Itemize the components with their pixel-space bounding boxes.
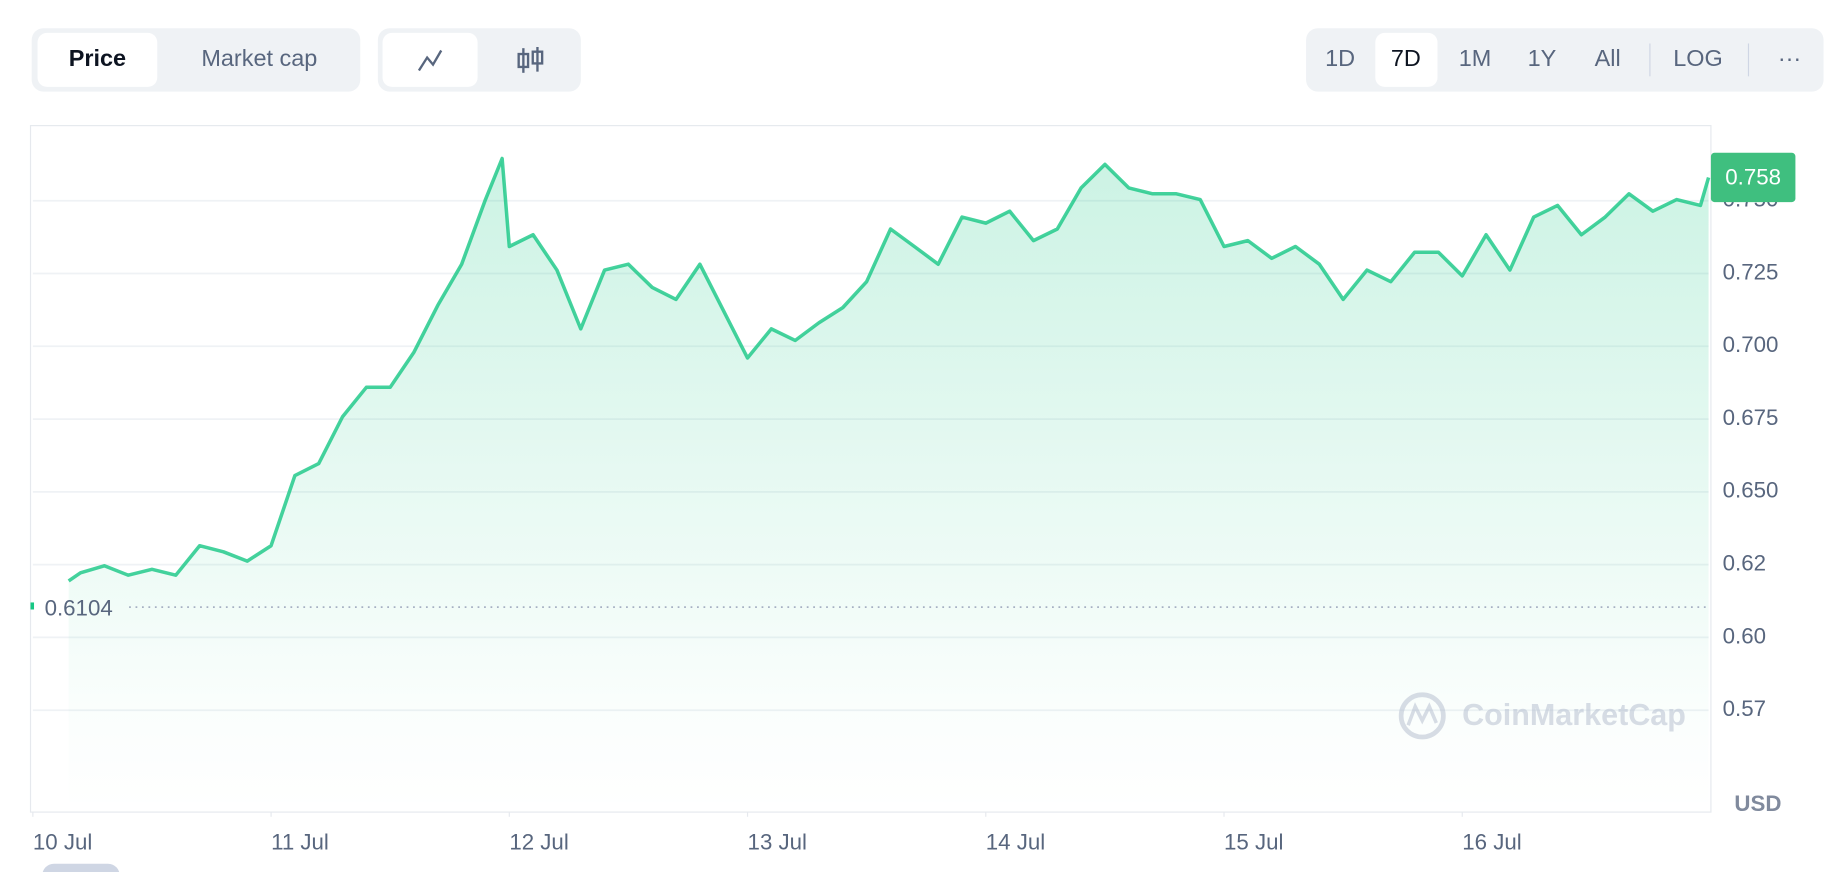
- last-price-label: 0.758: [1725, 165, 1781, 190]
- tab-price[interactable]: Price: [69, 45, 126, 71]
- x-tick-label: 13 Jul: [748, 830, 807, 855]
- start-marker: [30, 602, 35, 610]
- range-button[interactable]: All: [1595, 45, 1621, 71]
- x-tick-label: 10 Jul: [33, 830, 92, 855]
- y-tick-label: 0.725: [1723, 259, 1779, 284]
- start-price-label: 0.6104: [45, 595, 113, 620]
- x-tick-label: 14 Jul: [986, 830, 1045, 855]
- x-tick-label: 15 Jul: [1224, 830, 1283, 855]
- range-button[interactable]: 7D: [1391, 45, 1421, 71]
- range-button[interactable]: 1Y: [1528, 45, 1557, 71]
- price-line: [67, 156, 1711, 583]
- more-button[interactable]: ···: [1778, 45, 1801, 71]
- range-active[interactable]: [1375, 32, 1438, 87]
- y-tick-label: 0.62: [1723, 551, 1766, 576]
- watermark: CoinMarketCap: [1398, 692, 1686, 740]
- tab-market-cap[interactable]: Market cap: [201, 45, 317, 71]
- y-tick-label: 0.675: [1723, 405, 1779, 430]
- x-tick-label: 16 Jul: [1462, 830, 1521, 855]
- price-area: [68, 158, 1709, 813]
- y-tick-label: 0.60: [1723, 623, 1766, 648]
- last-price-badge: [1710, 152, 1796, 203]
- candle-icon[interactable]: [517, 46, 544, 73]
- range-button[interactable]: 1M: [1459, 45, 1492, 71]
- currency-label: USD: [1734, 791, 1781, 816]
- x-tick-label: 11 Jul: [271, 830, 329, 855]
- y-tick-label: 0.650: [1723, 478, 1779, 503]
- line-icon: [417, 49, 443, 72]
- log-button[interactable]: LOG: [1673, 45, 1723, 71]
- x-tick-label: 12 Jul: [509, 830, 568, 855]
- plot: 0.570.600.620.6500.6750.7000.7250.75010 …: [30, 152, 1796, 855]
- y-tick-label: 0.57: [1723, 696, 1766, 721]
- scroll-handle[interactable]: [42, 863, 120, 872]
- y-tick-label: 0.700: [1723, 332, 1779, 357]
- watermark-text: CoinMarketCap: [1462, 698, 1686, 732]
- tab-active[interactable]: [37, 32, 158, 87]
- range-button[interactable]: 1D: [1325, 45, 1355, 71]
